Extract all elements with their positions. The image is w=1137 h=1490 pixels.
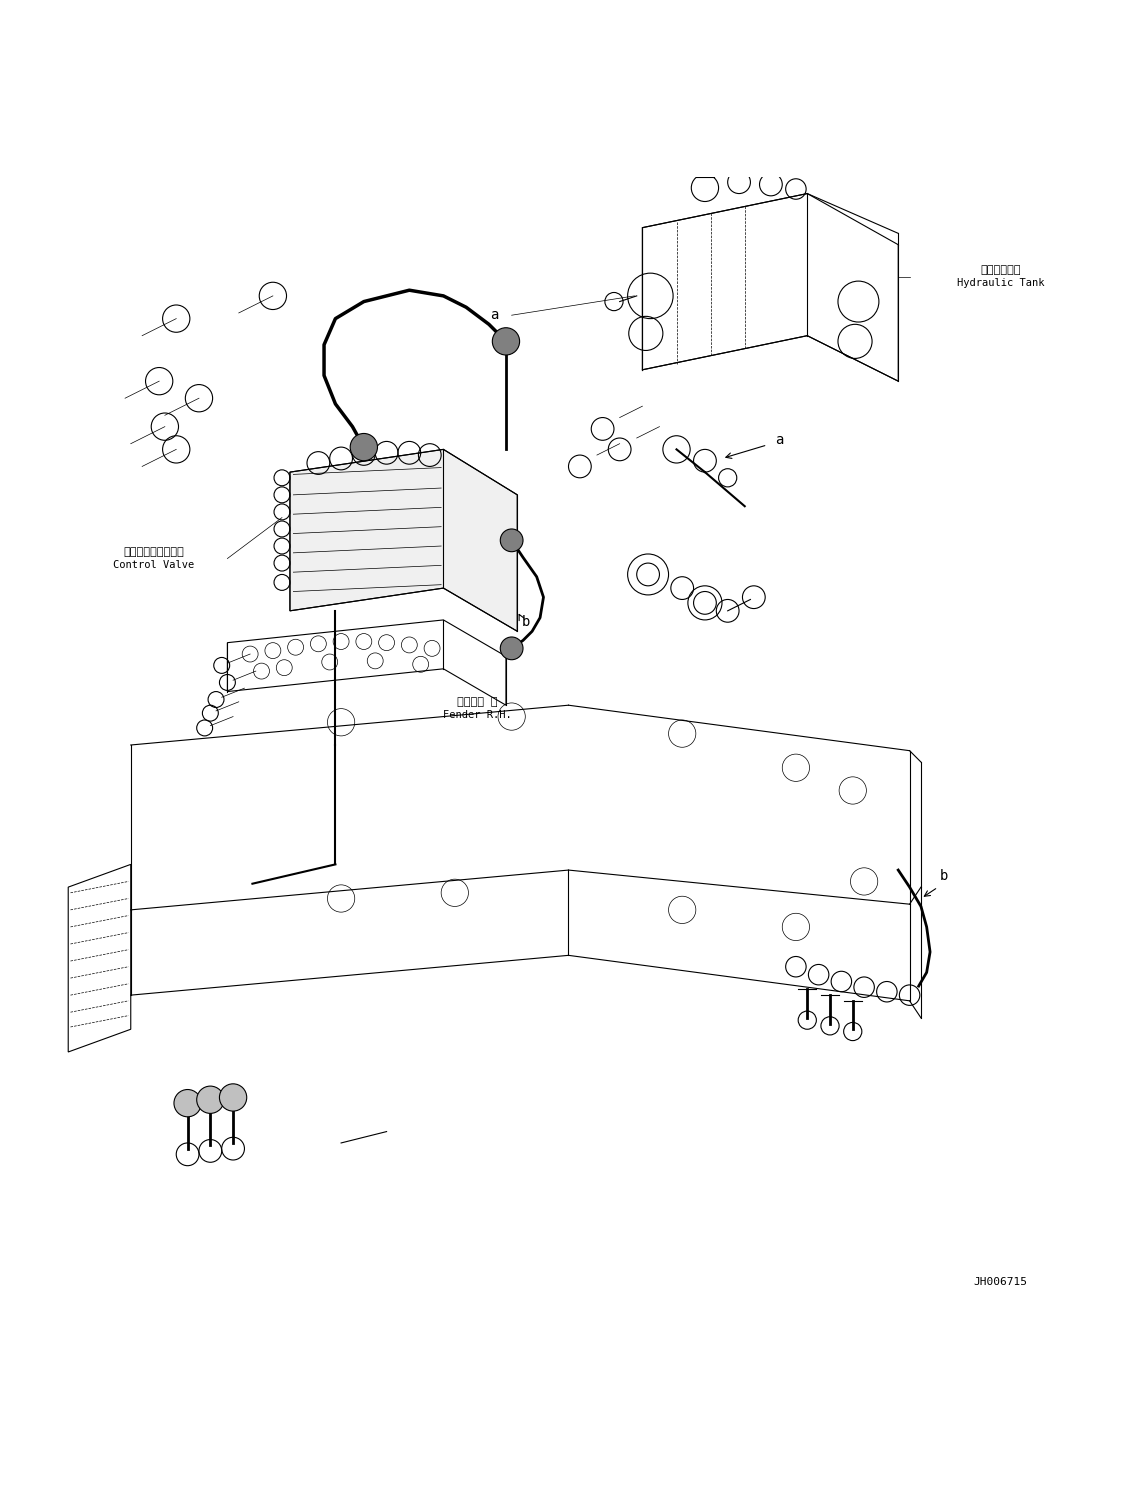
Text: b: b [522, 615, 531, 629]
Circle shape [500, 529, 523, 551]
Circle shape [197, 1086, 224, 1113]
Text: Control Valve: Control Valve [113, 560, 194, 571]
Text: 作動油タンク: 作動油タンク [980, 265, 1021, 274]
Circle shape [500, 638, 523, 660]
Text: フェンダ 右: フェンダ 右 [457, 697, 498, 706]
Polygon shape [290, 450, 517, 632]
Circle shape [350, 434, 377, 460]
Text: コントロールバルブ: コントロールバルブ [123, 547, 184, 557]
Circle shape [219, 1083, 247, 1112]
Text: a: a [774, 434, 783, 447]
Circle shape [174, 1089, 201, 1118]
Text: Hydraulic Tank: Hydraulic Tank [957, 279, 1044, 289]
Text: JH006715: JH006715 [973, 1277, 1028, 1287]
Circle shape [492, 328, 520, 355]
Text: b: b [939, 869, 948, 882]
Text: a: a [490, 308, 499, 322]
Text: Fender R.H.: Fender R.H. [443, 711, 512, 721]
